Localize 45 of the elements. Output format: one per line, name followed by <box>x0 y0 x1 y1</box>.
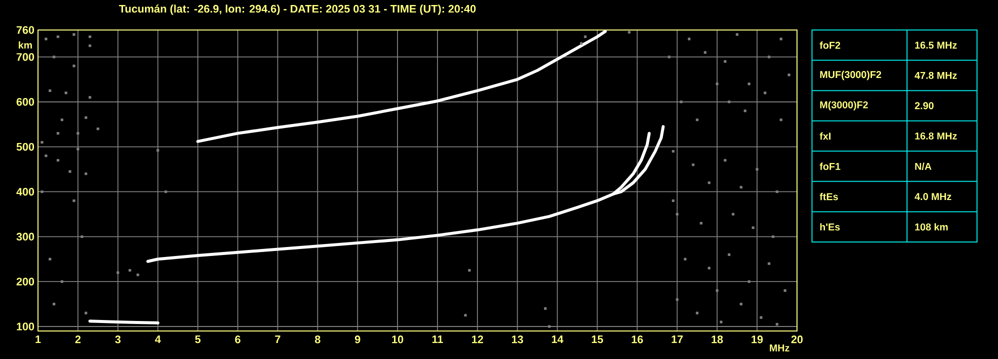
category-label: M(3000)F2 <box>820 101 868 110</box>
category-label: foF1 <box>820 162 840 170</box>
x-tick-label: 11 <box>432 336 443 344</box>
x-tick-label: 4 <box>154 336 161 344</box>
x-tick-label: 17 <box>672 336 683 344</box>
y-tick-label: 500 <box>16 142 34 151</box>
text: 2.90 <box>914 102 934 110</box>
category-label: foF2 <box>820 41 840 49</box>
y-axis-title: km <box>18 41 32 49</box>
text: 16.8 MHz <box>915 132 957 140</box>
x-tick-label: 20 <box>791 336 803 344</box>
x-tick-label: 9 <box>354 336 360 344</box>
x-tick-label: 19 <box>752 336 763 344</box>
x-tick-label: 14 <box>552 336 564 344</box>
y-tick-label: 200 <box>16 278 34 286</box>
y-tick-label: 300 <box>16 232 34 241</box>
x-tick-label: 5 <box>195 336 201 344</box>
x-axis-title: MHz <box>770 344 790 352</box>
x-tick-label: 18 <box>712 336 723 344</box>
category-label: MUF(3000)F2 <box>820 70 882 80</box>
y-tick-label: 600 <box>16 98 34 106</box>
x-tick-label: 6 <box>235 336 240 344</box>
y-tick-label: 700 <box>16 53 34 61</box>
x-tick-label: 2 <box>75 336 81 344</box>
text: 4.0 MHz <box>914 193 952 200</box>
chart-title: Tucumán (lat: -26.9, lon: 294.6) - DATE: 2025 03 31 - TIME (UT): 20:40 <box>119 4 476 15</box>
x-tick-label: 12 <box>472 336 484 344</box>
category-label: h'Es <box>820 223 840 231</box>
x-tick-label: 7 <box>275 336 280 344</box>
category-label: ftEs <box>820 192 838 200</box>
y-tick-label: 100 <box>16 322 34 330</box>
x-tick-label: 16 <box>632 336 643 344</box>
y-tick-label: 400 <box>16 188 34 196</box>
y-tick-label: 760 <box>16 26 34 34</box>
text: N/A <box>915 162 932 170</box>
text: 47.8 MHz <box>914 72 957 79</box>
x-tick-label: 10 <box>392 336 404 344</box>
category-label: fxI <box>820 132 830 140</box>
x-tick-label: 1 <box>36 336 41 344</box>
x-tick-label: 8 <box>314 336 320 344</box>
text: 108 km <box>915 223 948 231</box>
x-tick-label: 13 <box>512 336 524 344</box>
x-tick-label: 3 <box>115 336 121 344</box>
x-tick-label: 15 <box>592 336 604 344</box>
text: 16.5 MHz <box>915 42 957 49</box>
